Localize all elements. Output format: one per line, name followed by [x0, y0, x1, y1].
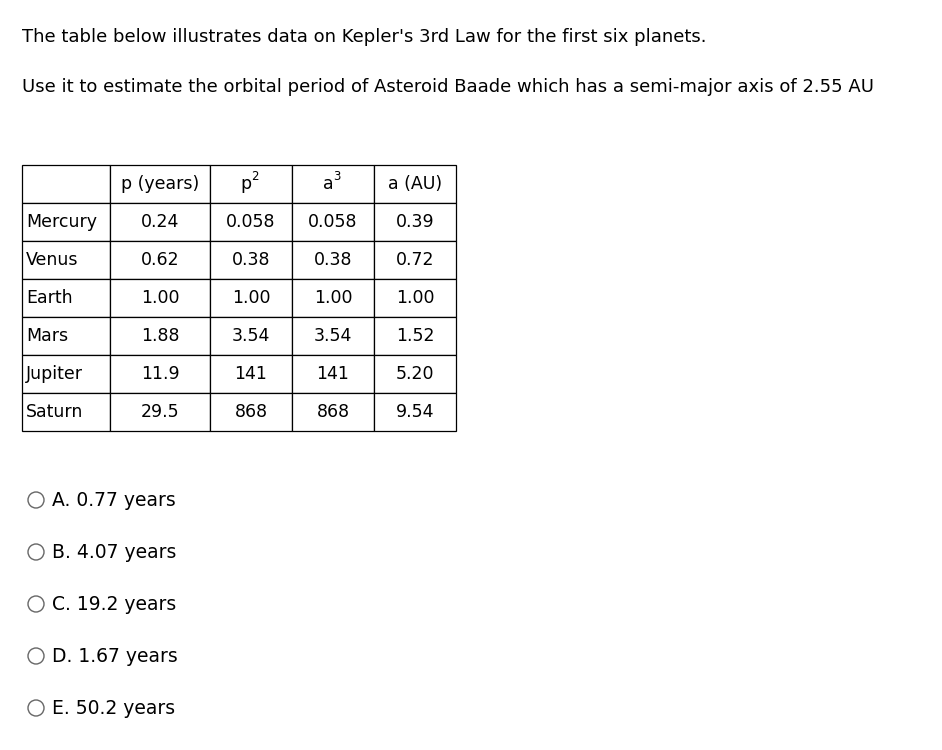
Bar [110, 393, 210, 431]
Bar [210, 279, 292, 317]
Bar [22, 355, 110, 393]
Text: p: p [240, 175, 252, 193]
Bar [110, 165, 210, 203]
Text: 29.5: 29.5 [140, 403, 179, 421]
Circle shape [28, 700, 44, 716]
Text: Saturn: Saturn [26, 403, 84, 421]
Text: 0.058: 0.058 [308, 213, 358, 231]
Bar [22, 317, 110, 355]
Bar [22, 393, 110, 431]
Circle shape [28, 544, 44, 560]
Bar [374, 393, 456, 431]
Text: 11.9: 11.9 [140, 365, 179, 383]
Text: The table below illustrates data on Kepler's 3rd Law for the first six planets.: The table below illustrates data on Kepl… [22, 28, 706, 46]
Circle shape [28, 596, 44, 612]
Bar [292, 279, 374, 317]
Bar [210, 317, 292, 355]
Bar [292, 203, 374, 241]
Bar [22, 203, 110, 241]
Text: 141: 141 [317, 365, 349, 383]
Text: Mercury: Mercury [26, 213, 97, 231]
Bar [210, 203, 292, 241]
Text: 0.72: 0.72 [396, 251, 434, 269]
Text: 0.38: 0.38 [232, 251, 270, 269]
Text: 0.39: 0.39 [396, 213, 434, 231]
Text: 868: 868 [235, 403, 268, 421]
Text: 0.62: 0.62 [140, 251, 179, 269]
Text: 9.54: 9.54 [396, 403, 434, 421]
Text: Venus: Venus [26, 251, 78, 269]
Bar [374, 241, 456, 279]
Text: Use it to estimate the orbital period of Asteroid Baade which has a semi-major a: Use it to estimate the orbital period of… [22, 78, 874, 96]
Bar [374, 279, 456, 317]
Text: 868: 868 [317, 403, 349, 421]
Bar [22, 165, 110, 203]
Bar [110, 241, 210, 279]
Text: Earth: Earth [26, 289, 73, 307]
Bar [210, 165, 292, 203]
Text: D. 1.67 years: D. 1.67 years [52, 646, 178, 665]
Bar [210, 241, 292, 279]
Text: 1.00: 1.00 [396, 289, 434, 307]
Text: B. 4.07 years: B. 4.07 years [52, 542, 176, 562]
Bar [292, 165, 374, 203]
Text: 1.00: 1.00 [314, 289, 352, 307]
Text: 5.20: 5.20 [396, 365, 434, 383]
Text: 0.24: 0.24 [140, 213, 179, 231]
Bar [22, 279, 110, 317]
Bar [374, 355, 456, 393]
Text: 3.54: 3.54 [314, 327, 352, 345]
Text: 1.00: 1.00 [232, 289, 270, 307]
Text: 1.52: 1.52 [396, 327, 434, 345]
Text: 3.54: 3.54 [232, 327, 270, 345]
Bar [110, 203, 210, 241]
Text: a: a [323, 175, 333, 193]
Bar [374, 203, 456, 241]
Bar [210, 355, 292, 393]
Text: C. 19.2 years: C. 19.2 years [52, 595, 176, 613]
Bar [22, 241, 110, 279]
Bar [110, 355, 210, 393]
Bar [374, 165, 456, 203]
Bar [110, 317, 210, 355]
Bar [374, 317, 456, 355]
Circle shape [28, 492, 44, 508]
Bar [110, 279, 210, 317]
Text: Mars: Mars [26, 327, 68, 345]
Bar [292, 317, 374, 355]
Bar [210, 393, 292, 431]
Text: 1.00: 1.00 [140, 289, 179, 307]
Text: a (AU): a (AU) [388, 175, 442, 193]
Text: 1.88: 1.88 [140, 327, 179, 345]
Circle shape [28, 648, 44, 664]
Text: 3: 3 [333, 170, 341, 182]
Text: p (years): p (years) [121, 175, 199, 193]
Bar [292, 355, 374, 393]
Text: 141: 141 [235, 365, 268, 383]
Text: 0.058: 0.058 [226, 213, 276, 231]
Text: Jupiter: Jupiter [26, 365, 83, 383]
Text: E. 50.2 years: E. 50.2 years [52, 698, 175, 718]
Text: A. 0.77 years: A. 0.77 years [52, 490, 176, 509]
Bar [292, 241, 374, 279]
Text: 2: 2 [252, 170, 259, 182]
Text: 0.38: 0.38 [314, 251, 352, 269]
Bar [292, 393, 374, 431]
